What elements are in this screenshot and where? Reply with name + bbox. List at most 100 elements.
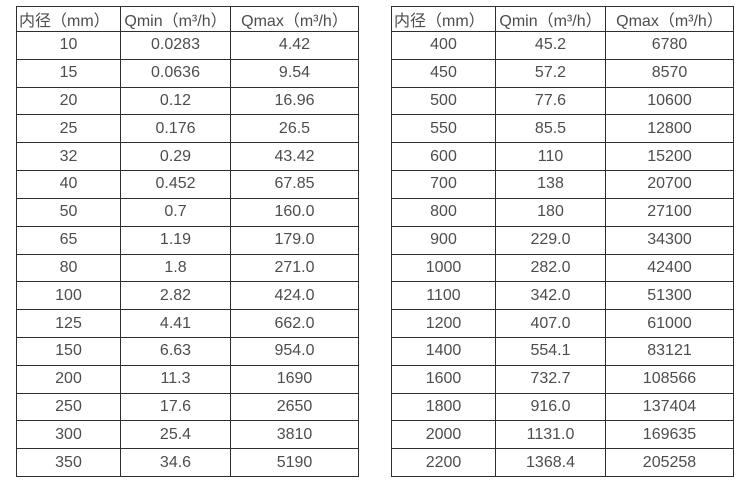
cell-diameter: 300	[16, 420, 121, 450]
header-row: 内径（mm） Qmin（m³/h） Qmax（m³/h）	[16, 6, 359, 32]
cell-qmax: 169635	[605, 420, 734, 450]
cell-qmin: 229.0	[495, 225, 606, 255]
cell-qmax: 51300	[605, 281, 734, 311]
cell-qmax: 26.5	[230, 114, 359, 144]
cell-qmin: 25.4	[120, 420, 231, 450]
cell-qmax: 10600	[605, 86, 734, 116]
table-row: 80 1.8 271.0	[16, 253, 359, 283]
table-row: 700 138 20700	[391, 170, 734, 199]
table-row: 1100 342.0 51300	[391, 281, 734, 311]
table-row: 400 45.2 6780	[391, 31, 734, 60]
cell-diameter: 2000	[391, 420, 496, 450]
cell-qmin: 1.8	[120, 253, 231, 283]
cell-qmin: 0.176	[120, 114, 231, 144]
cell-qmin: 1131.0	[495, 420, 606, 450]
table-row: 900 229.0 34300	[391, 225, 734, 255]
cell-qmin: 282.0	[495, 253, 606, 283]
cell-qmax: 42400	[605, 253, 734, 283]
cell-qmax: 4.42	[230, 31, 359, 60]
cell-qmin: 0.29	[120, 142, 231, 172]
cell-qmax: 2650	[230, 392, 359, 422]
cell-qmax: 179.0	[230, 225, 359, 255]
cell-diameter: 15	[16, 58, 121, 88]
cell-qmax: 8570	[605, 58, 734, 88]
cell-diameter: 50	[16, 197, 121, 227]
cell-diameter: 40	[16, 170, 121, 199]
cell-qmin: 57.2	[495, 58, 606, 88]
cell-diameter: 250	[16, 392, 121, 422]
cell-qmax: 108566	[605, 364, 734, 394]
cell-diameter: 600	[391, 142, 496, 172]
cell-qmax: 67.85	[230, 170, 359, 199]
cell-diameter: 550	[391, 114, 496, 144]
cell-diameter: 125	[16, 309, 121, 338]
cell-qmin: 138	[495, 170, 606, 199]
cell-qmax: 9.54	[230, 58, 359, 88]
cell-diameter: 2200	[391, 448, 496, 477]
cell-qmax: 5190	[230, 448, 359, 477]
cell-qmin: 4.41	[120, 309, 231, 338]
cell-qmax: 271.0	[230, 253, 359, 283]
table-row: 1600 732.7 108566	[391, 364, 734, 394]
cell-qmin: 77.6	[495, 86, 606, 116]
cell-qmin: 1368.4	[495, 448, 606, 477]
table-header: 内径（mm） Qmin（m³/h） Qmax（m³/h）	[16, 6, 359, 32]
cell-qmin: 0.452	[120, 170, 231, 199]
cell-qmin: 11.3	[120, 364, 231, 394]
cell-qmin: 0.7	[120, 197, 231, 227]
cell-qmax: 20700	[605, 170, 734, 199]
cell-qmax: 6780	[605, 31, 734, 60]
col-header-qmin: Qmin（m³/h）	[120, 6, 231, 32]
cell-qmax: 205258	[605, 448, 734, 477]
flow-table-large-diameters: 内径（mm） Qmin（m³/h） Qmax（m³/h） 400 45.2 6780 45…	[391, 6, 734, 477]
cell-qmax: 1690	[230, 364, 359, 394]
cell-qmin: 180	[495, 197, 606, 227]
table-row: 125 4.41 662.0	[16, 309, 359, 338]
col-header-qmin: Qmin（m³/h）	[495, 6, 606, 32]
cell-qmax: 12800	[605, 114, 734, 144]
cell-diameter: 100	[16, 281, 121, 311]
cell-qmax: 662.0	[230, 309, 359, 338]
table-row: 500 77.6 10600	[391, 86, 734, 116]
cell-diameter: 800	[391, 197, 496, 227]
table-row: 50 0.7 160.0	[16, 197, 359, 227]
table-row: 2200 1368.4 205258	[391, 448, 734, 477]
table-row: 250 17.6 2650	[16, 392, 359, 422]
cell-diameter: 700	[391, 170, 496, 199]
cell-qmin: 0.0636	[120, 58, 231, 88]
cell-diameter: 32	[16, 142, 121, 172]
cell-qmin: 0.12	[120, 86, 231, 116]
table-row: 150 6.63 954.0	[16, 336, 359, 366]
table-body: 10 0.0283 4.42 15 0.0636 9.54 20 0.12 16.96 25 0.1…	[16, 31, 359, 477]
cell-qmin: 732.7	[495, 364, 606, 394]
cell-qmin: 85.5	[495, 114, 606, 144]
table-row: 2000 1131.0 169635	[391, 420, 734, 450]
cell-diameter: 25	[16, 114, 121, 144]
cell-qmin: 554.1	[495, 336, 606, 366]
cell-diameter: 10	[16, 31, 121, 60]
table-header: 内径（mm） Qmin（m³/h） Qmax（m³/h）	[391, 6, 734, 32]
table-row: 1000 282.0 42400	[391, 253, 734, 283]
table-row: 100 2.82 424.0	[16, 281, 359, 311]
table-row: 600 110 15200	[391, 142, 734, 172]
cell-qmin: 2.82	[120, 281, 231, 311]
cell-diameter: 1200	[391, 309, 496, 338]
table-row: 550 85.5 12800	[391, 114, 734, 144]
table-row: 40 0.452 67.85	[16, 170, 359, 199]
cell-diameter: 1400	[391, 336, 496, 366]
cell-diameter: 450	[391, 58, 496, 88]
cell-qmin: 6.63	[120, 336, 231, 366]
cell-diameter: 150	[16, 336, 121, 366]
cell-qmax: 954.0	[230, 336, 359, 366]
cell-qmax: 160.0	[230, 197, 359, 227]
cell-qmin: 342.0	[495, 281, 606, 311]
col-header-diameter: 内径（mm）	[16, 6, 121, 32]
cell-diameter: 1100	[391, 281, 496, 311]
cell-qmax: 15200	[605, 142, 734, 172]
cell-qmax: 34300	[605, 225, 734, 255]
cell-diameter: 900	[391, 225, 496, 255]
cell-qmin: 110	[495, 142, 606, 172]
table-row: 32 0.29 43.42	[16, 142, 359, 172]
cell-diameter: 400	[391, 31, 496, 60]
